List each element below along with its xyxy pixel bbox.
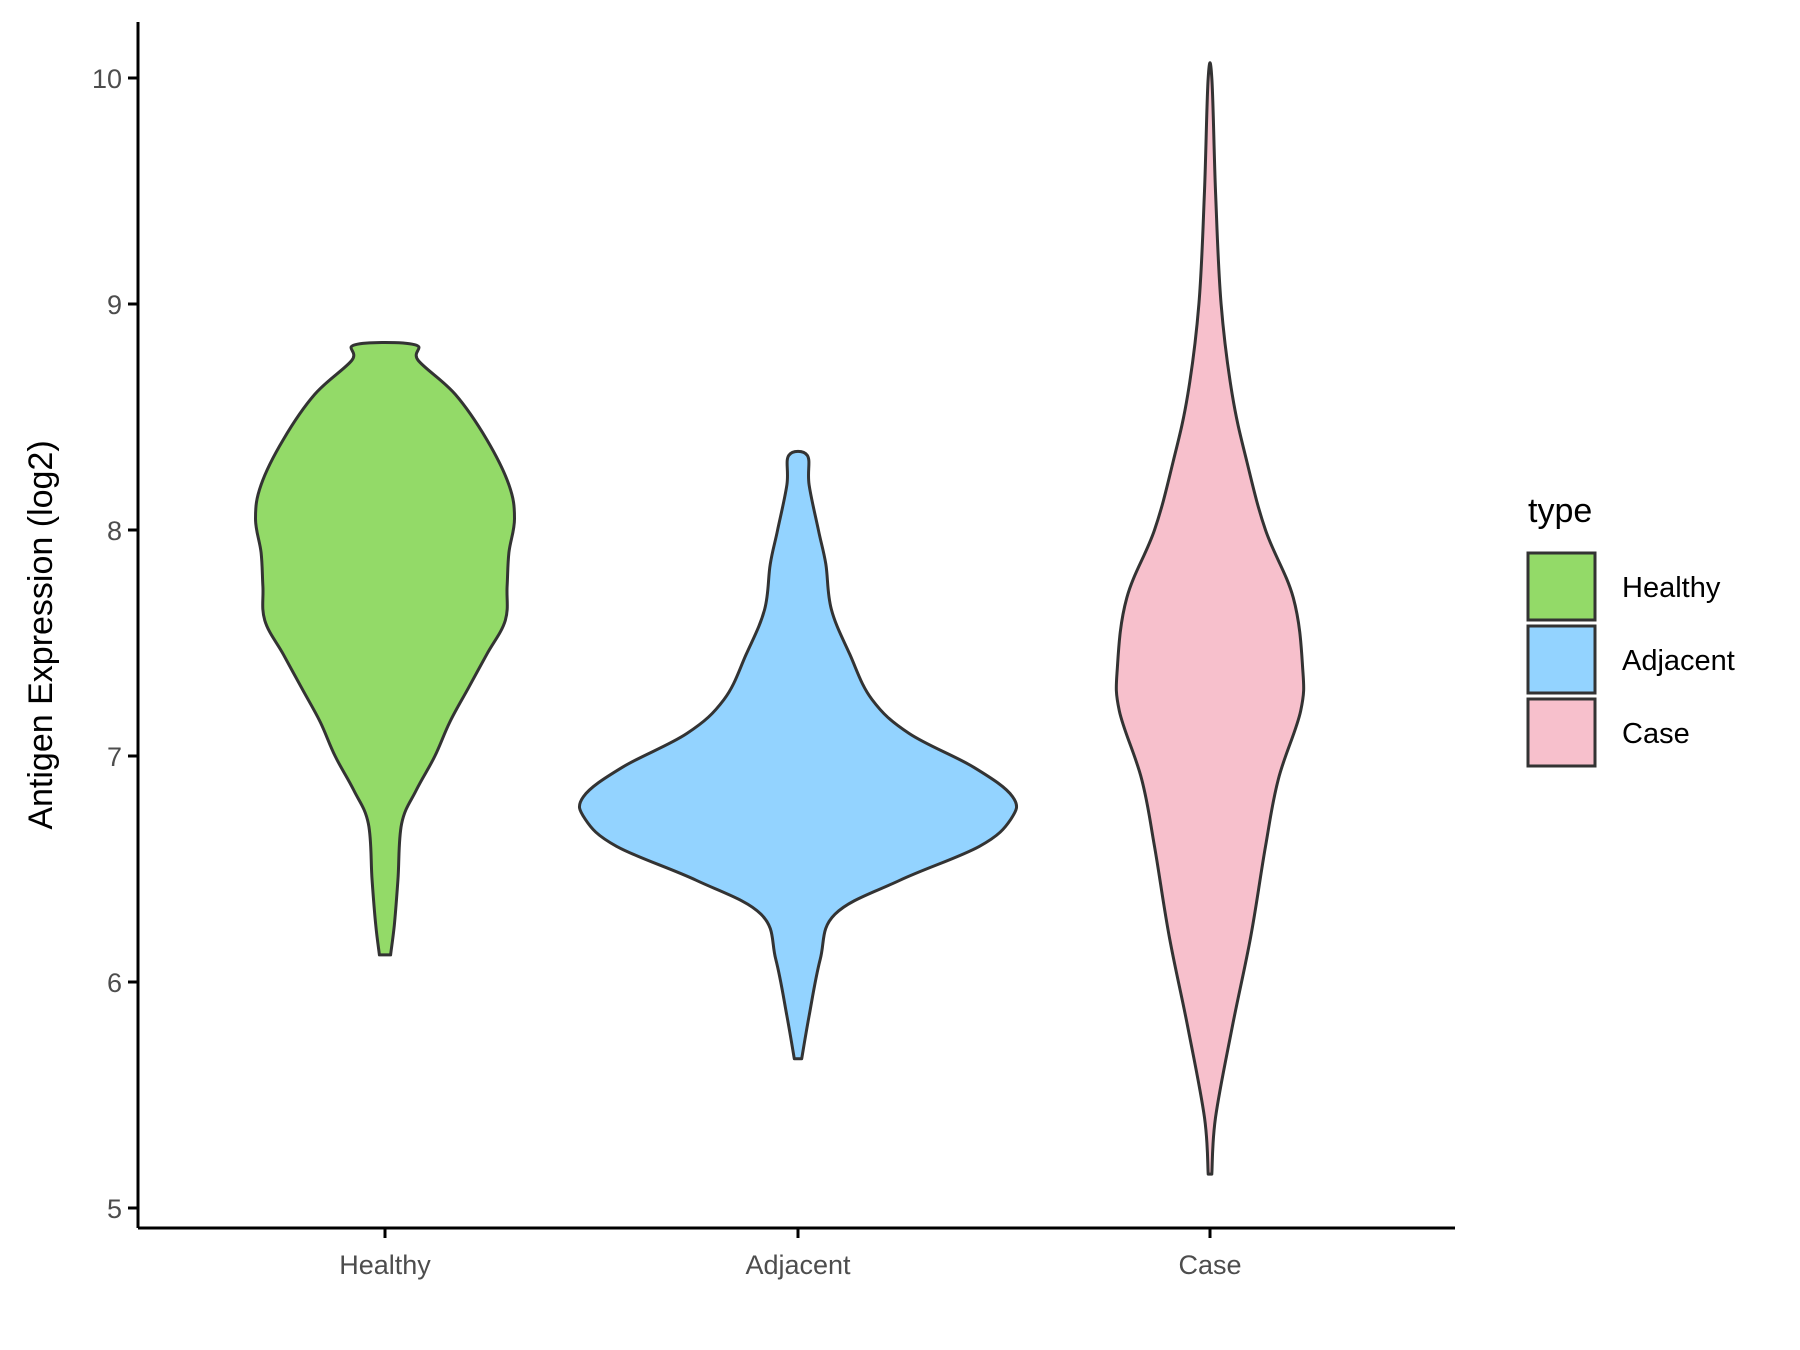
- x-tick-label: Adjacent: [745, 1250, 851, 1280]
- violin-case: [1114, 61, 1306, 1176]
- violin-healthy: [254, 341, 516, 957]
- legend-swatch-case: [1526, 697, 1597, 768]
- legend-swatch-adjacent: [1526, 624, 1597, 695]
- legend-label-adjacent: Adjacent: [1622, 645, 1735, 677]
- x-tick-label: Healthy: [339, 1250, 431, 1280]
- y-tick-label: 5: [107, 1194, 122, 1224]
- legend: type Healthy Adjacent Case: [1526, 492, 1735, 768]
- y-tick-label: 7: [107, 742, 122, 772]
- y-tick-label: 8: [107, 516, 122, 546]
- legend-title: type: [1528, 492, 1592, 530]
- y-tick-label: 6: [107, 968, 122, 998]
- violin-adjacent: [577, 449, 1019, 1061]
- y-tick-label: 10: [92, 64, 122, 94]
- x-tick-label: Case: [1178, 1250, 1241, 1280]
- legend-swatch-healthy: [1526, 551, 1597, 622]
- y-tick-label: 9: [107, 290, 122, 320]
- legend-label-healthy: Healthy: [1622, 572, 1721, 604]
- legend-label-case: Case: [1622, 718, 1690, 750]
- axes-layer: 5 6 7 8 9 10 Healthy Adjacent Case: [92, 22, 1455, 1280]
- violins-layer: [254, 61, 1306, 1176]
- y-axis-title: Antigen Expression (log2): [22, 440, 60, 829]
